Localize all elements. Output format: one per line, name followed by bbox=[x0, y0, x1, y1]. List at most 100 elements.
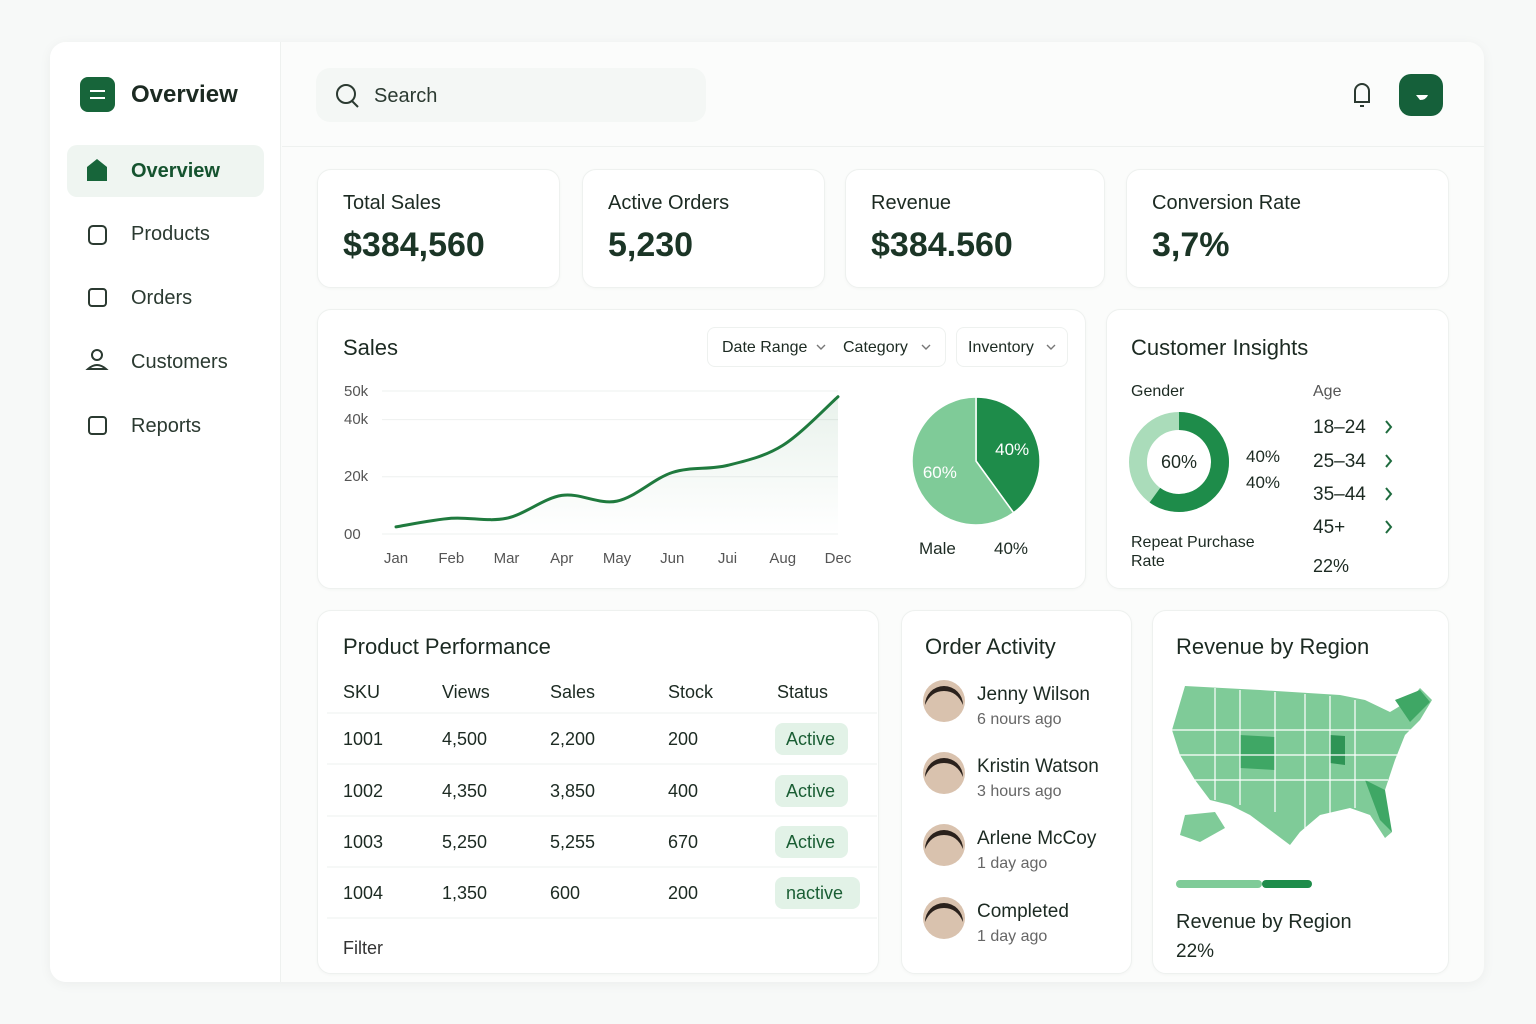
x-tick-label: May bbox=[602, 549, 632, 567]
chevron-icon bbox=[1385, 454, 1393, 468]
nav-item[interactable]: Reports bbox=[131, 415, 202, 437]
search-box[interactable] bbox=[316, 68, 706, 122]
y-tick-label: 00 bbox=[344, 525, 361, 543]
kpi-label: Total Sales bbox=[343, 192, 441, 214]
table-cell: 5,250 bbox=[442, 832, 488, 852]
table-header: Views bbox=[442, 682, 490, 702]
table-cell: 200 bbox=[668, 729, 699, 749]
table-header: SKU bbox=[343, 682, 381, 702]
table-cell: 5,255 bbox=[550, 832, 596, 852]
table-header: Status bbox=[777, 682, 829, 702]
table-cell: 4,350 bbox=[442, 781, 488, 801]
kpi-value: 5,230 bbox=[608, 226, 694, 264]
search-icon bbox=[336, 84, 356, 104]
kpi-label: Conversion Rate bbox=[1152, 192, 1301, 214]
filter-group[interactable] bbox=[707, 327, 946, 367]
chevron-icon bbox=[1046, 344, 1056, 350]
chevron-icon bbox=[816, 344, 826, 350]
nav-item[interactable]: Customers bbox=[131, 351, 228, 373]
chevron-icon bbox=[921, 344, 931, 350]
table-header: Stock bbox=[668, 682, 714, 702]
pie-slice bbox=[975, 396, 1041, 514]
donut-label: 60% bbox=[1160, 452, 1198, 472]
activity-name: Completed bbox=[977, 900, 1069, 922]
table-cell: 3,850 bbox=[550, 781, 596, 801]
table-header: Sales bbox=[550, 682, 596, 702]
x-tick-label: Jun bbox=[660, 549, 685, 567]
avatar-hair bbox=[925, 758, 963, 777]
nav-item[interactable]: Products bbox=[131, 223, 210, 245]
products-icon bbox=[88, 225, 107, 245]
chevron-icon bbox=[1385, 487, 1393, 501]
activity-time: 6 nours ago bbox=[977, 711, 1062, 728]
age-group[interactable]: 18–24 bbox=[1313, 416, 1366, 438]
bell-icon[interactable] bbox=[1354, 83, 1370, 107]
activity-time: 3 hours ago bbox=[977, 783, 1062, 800]
table-cell: 200 bbox=[668, 883, 699, 903]
map-alaska bbox=[1180, 812, 1225, 842]
customers-icon bbox=[91, 349, 103, 361]
kpi-label: Revenue bbox=[871, 192, 952, 214]
search-placeholder[interactable]: Search bbox=[374, 85, 438, 107]
age-group[interactable]: 25–34 bbox=[1313, 450, 1366, 472]
card-title: Revenue by Region bbox=[1176, 634, 1370, 659]
table-cell: 2,200 bbox=[550, 729, 596, 749]
status-text: nactive bbox=[786, 883, 844, 903]
region-progress-fill bbox=[1262, 880, 1312, 888]
table-cell: 1,350 bbox=[442, 883, 488, 903]
kpi-value: $384.560 bbox=[871, 226, 1013, 264]
logo-icon bbox=[90, 90, 105, 99]
orders-icon bbox=[88, 288, 107, 307]
table-cell: 1003 bbox=[343, 832, 384, 852]
map-region bbox=[1365, 780, 1392, 832]
status-badge bbox=[775, 723, 848, 755]
pie-legend-value: 40% bbox=[994, 538, 1029, 558]
donut-arc bbox=[1149, 412, 1229, 512]
repeat-value: 22% bbox=[1313, 556, 1350, 576]
app-title: Overview bbox=[131, 81, 238, 108]
x-tick-label: Jan bbox=[383, 549, 409, 567]
x-tick-label: Mar bbox=[493, 549, 520, 567]
filter-label[interactable]: Inventory bbox=[968, 339, 1034, 356]
kpi-value: $384,560 bbox=[343, 226, 485, 264]
status-badge bbox=[775, 775, 848, 807]
age-label: Age bbox=[1313, 383, 1342, 400]
x-tick-label: Aug bbox=[769, 549, 797, 567]
header-divider bbox=[282, 146, 1484, 147]
kpi-value: 3,7% bbox=[1152, 226, 1230, 264]
map-region bbox=[1330, 735, 1345, 765]
gender-value: 40% bbox=[1246, 446, 1281, 466]
nav-item[interactable]: Overview bbox=[131, 160, 220, 182]
region-progress bbox=[1176, 880, 1262, 888]
region-caption: Revenue by Region bbox=[1176, 911, 1352, 933]
pie-legend-label: Male bbox=[919, 538, 956, 558]
filter-label[interactable]: Date Range bbox=[722, 339, 808, 356]
map-borders bbox=[1172, 688, 1420, 830]
status-badge bbox=[775, 877, 860, 909]
activity-name: Jenny Wilson bbox=[977, 683, 1090, 705]
age-group[interactable]: 35–44 bbox=[1313, 483, 1366, 505]
nav-item[interactable]: Orders bbox=[131, 287, 193, 309]
table-cell: 1002 bbox=[343, 781, 384, 801]
repeat-label: Repeat Purchase Rate bbox=[1131, 534, 1255, 571]
map-region bbox=[1240, 735, 1275, 770]
map-shape bbox=[1172, 686, 1432, 845]
table-cell: 600 bbox=[550, 883, 581, 903]
avatar-hair bbox=[925, 686, 963, 705]
insights-card bbox=[1106, 309, 1449, 589]
filter-link[interactable]: Filter bbox=[343, 938, 383, 958]
x-tick-label: Jui bbox=[717, 549, 738, 567]
x-tick-label: Dec bbox=[824, 549, 852, 567]
pie-slice bbox=[911, 396, 1015, 526]
table-cell: 670 bbox=[668, 832, 699, 852]
kpi-label: Active Orders bbox=[608, 192, 730, 214]
y-tick-label: 40k bbox=[344, 411, 369, 429]
card-title: Sales bbox=[343, 335, 399, 360]
filter-label[interactable]: Category bbox=[843, 339, 908, 356]
age-group[interactable]: 45+ bbox=[1313, 516, 1346, 538]
status-badge bbox=[775, 826, 848, 858]
card-title: Order Activity bbox=[925, 634, 1056, 659]
avatar-glyph bbox=[1416, 95, 1428, 100]
